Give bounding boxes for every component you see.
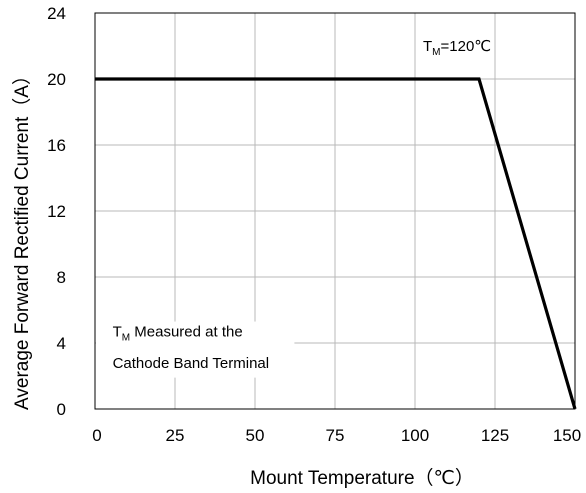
y-tick-label-4: 16	[47, 136, 66, 155]
y-tick-label-6: 24	[47, 4, 66, 23]
tick-labels: 0 25 50 75 100 125 150 0 4 8 12 16 20 24	[47, 4, 581, 445]
x-tick-label-3: 75	[326, 426, 345, 445]
y-axis-label: Average Forward Rectified Current（A）	[11, 66, 33, 410]
y-tick-label-3: 12	[47, 202, 66, 221]
annotation-knee-label: TM=120℃	[423, 38, 491, 58]
annotation-part-0: T	[113, 323, 122, 340]
annotation-part-0: Cathode Band Terminal	[113, 355, 270, 372]
annotation-note-line-2: Cathode Band Terminal	[113, 355, 270, 372]
x-tick-label-6: 150	[553, 426, 581, 445]
x-tick-label-2: 50	[246, 426, 265, 445]
annotation-part-2: Measured at the	[130, 323, 243, 340]
x-tick-label-0: 0	[92, 426, 101, 445]
x-tick-label-1: 25	[166, 426, 185, 445]
annotation-note-line-1: TM Measured at the	[113, 323, 243, 343]
annotation-part-1: M	[432, 47, 440, 58]
x-tick-label-4: 100	[401, 426, 429, 445]
y-tick-label-0: 0	[57, 400, 66, 419]
annotation-part-2: =120℃	[441, 38, 492, 55]
annotation-part-1: M	[122, 332, 130, 343]
y-tick-label-5: 20	[47, 70, 66, 89]
series-group	[95, 77, 577, 410]
x-tick-label-5: 125	[481, 426, 509, 445]
y-tick-label-1: 4	[57, 334, 66, 353]
y-tick-label-2: 8	[57, 268, 66, 287]
series-line-0	[95, 77, 577, 410]
x-axis-label: Mount Temperature（℃）	[250, 467, 474, 489]
annotation-note-background	[96, 321, 295, 378]
plot-frame	[94, 12, 576, 410]
annotation-part-0: T	[423, 38, 432, 55]
